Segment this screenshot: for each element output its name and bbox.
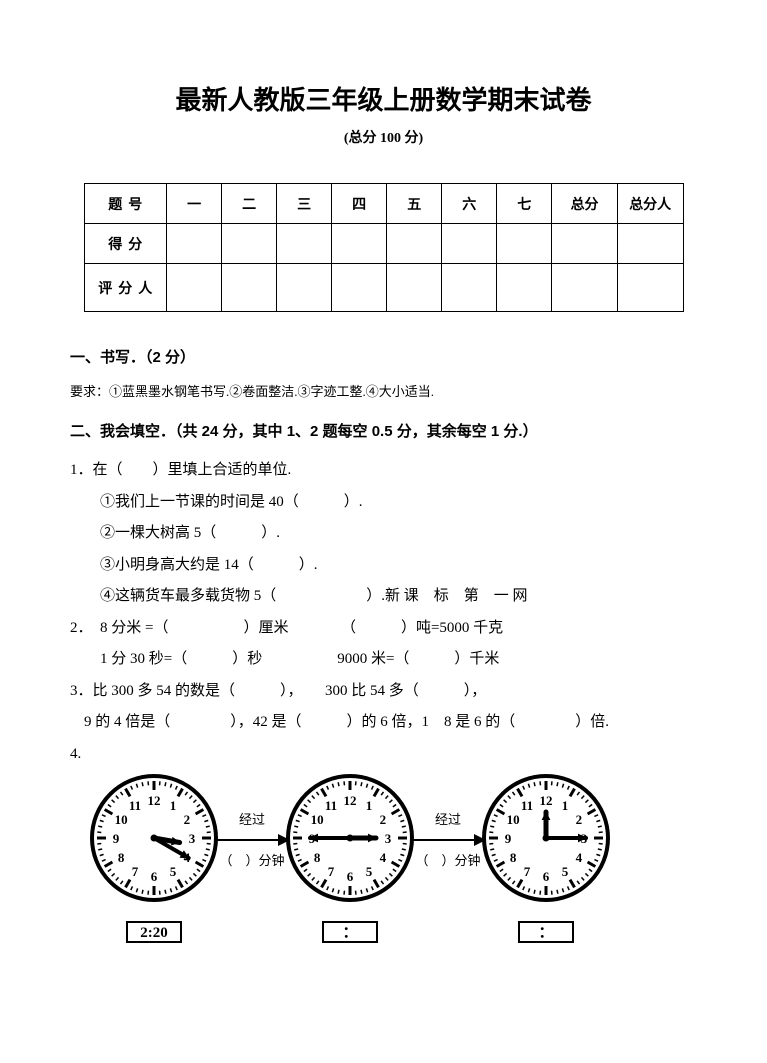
q2-a: 2． 8 分米 =（ ）厘米 （ ）吨=5000 千克 (70, 613, 697, 645)
arrow-label: 经过 (239, 806, 265, 833)
col-head: 七 (497, 184, 552, 224)
clock-1: 121234567891011 2:20 (90, 774, 218, 943)
svg-text:1: 1 (366, 798, 373, 813)
arrow-blank: （ ）分钟 (219, 847, 284, 874)
row-label: 评分人 (84, 264, 167, 312)
q2-b: 1 分 30 秒=（ ）秒 9000 米=（ ）千米 (70, 644, 697, 676)
section-2-head: 二、我会填空．（共 24 分，其中 1、2 题每空 0.5 分，其余每空 1 分… (70, 420, 697, 441)
arrow-between: 经过 （ ）分钟 (212, 806, 292, 875)
col-head: 二 (222, 184, 277, 224)
svg-text:8: 8 (118, 850, 125, 865)
svg-text:6: 6 (543, 869, 550, 884)
score-cell (332, 264, 387, 312)
svg-text:9: 9 (505, 831, 512, 846)
svg-text:10: 10 (115, 812, 128, 827)
row-label: 题号 (84, 184, 167, 224)
arrow-between: 经过 （ ）分钟 (408, 806, 488, 875)
svg-text:5: 5 (366, 864, 373, 879)
score-cell (442, 264, 497, 312)
clock-time-box: ： (518, 921, 574, 943)
svg-text:8: 8 (510, 850, 517, 865)
q3-b: 9 的 4 倍是（ ），42 是（ ）的 6 倍，1 8 是 6 的（ ）倍. (70, 707, 697, 739)
section-1-req: 要求：①蓝黑墨水钢笔书写.②卷面整洁.③字迹工整.④大小适当. (70, 381, 697, 400)
svg-text:12: 12 (540, 793, 553, 808)
q1-b: ②一棵大树高 5（ ）. (70, 518, 697, 550)
question-4: 4. 121234567891011 2:20 经过 （ ）分钟 1212345… (70, 739, 697, 943)
col-head: 六 (442, 184, 497, 224)
clock-time-box: 2:20 (126, 921, 182, 943)
score-cell (222, 264, 277, 312)
q3-a: 3．比 300 多 54 的数是（ ）， 300 比 54 多（ ）， (70, 676, 697, 708)
score-cell (167, 264, 222, 312)
clock-3: 121234567891011 ： (482, 774, 610, 943)
svg-text:5: 5 (562, 864, 569, 879)
clock-face-icon: 121234567891011 (482, 774, 610, 915)
svg-text:7: 7 (132, 864, 139, 879)
clock-2: 121234567891011 ： (286, 774, 414, 943)
svg-text:11: 11 (129, 798, 141, 813)
svg-text:4: 4 (380, 850, 387, 865)
q1-a: ①我们上一节课的时间是 40（ ）. (70, 487, 697, 519)
q1-c: ③小明身高大约是 14（ ）. (70, 550, 697, 582)
question-2: 2． 8 分米 =（ ）厘米 （ ）吨=5000 千克 1 分 30 秒=（ ）… (70, 613, 697, 676)
svg-text:12: 12 (344, 793, 357, 808)
score-cell (552, 224, 618, 264)
svg-text:2: 2 (576, 812, 583, 827)
score-cell (387, 264, 442, 312)
exam-title: 最新人教版三年级上册数学期末试卷 (70, 80, 697, 117)
section-1-head: 一、书写．（2 分） (70, 346, 697, 367)
col-head: 四 (332, 184, 387, 224)
row-label: 得分 (84, 224, 167, 264)
col-head: 三 (277, 184, 332, 224)
svg-text:3: 3 (385, 831, 392, 846)
score-table: 题号 一 二 三 四 五 六 七 总分 总分人 得分 评分人 (84, 183, 684, 312)
exam-subtitle: (总分 100 分) (70, 127, 697, 147)
score-cell (277, 224, 332, 264)
svg-text:10: 10 (311, 812, 324, 827)
svg-text:1: 1 (562, 798, 569, 813)
svg-text:11: 11 (521, 798, 533, 813)
score-cell (332, 224, 387, 264)
svg-text:12: 12 (148, 793, 161, 808)
score-cell (442, 224, 497, 264)
svg-text:11: 11 (325, 798, 337, 813)
clock-face-icon: 121234567891011 (90, 774, 218, 915)
q4-label: 4. (70, 739, 697, 771)
svg-text:10: 10 (507, 812, 520, 827)
svg-text:9: 9 (113, 831, 120, 846)
svg-text:5: 5 (170, 864, 177, 879)
svg-text:6: 6 (347, 869, 354, 884)
arrow-label: 经过 (435, 806, 461, 833)
svg-text:6: 6 (151, 869, 158, 884)
clock-time-box: ： (322, 921, 378, 943)
question-3: 3．比 300 多 54 的数是（ ）， 300 比 54 多（ ）， 9 的 … (70, 676, 697, 739)
score-cell (167, 224, 222, 264)
clock-face-icon: 121234567891011 (286, 774, 414, 915)
svg-text:1: 1 (170, 798, 177, 813)
col-head: 总分人 (617, 184, 683, 224)
svg-text:8: 8 (314, 850, 321, 865)
svg-text:4: 4 (576, 850, 583, 865)
score-cell (617, 264, 683, 312)
col-head: 总分 (552, 184, 618, 224)
score-cell (222, 224, 277, 264)
svg-text:2: 2 (380, 812, 387, 827)
q1-stem: 1．在（ ）里填上合适的单位. (70, 455, 697, 487)
svg-text:2: 2 (184, 812, 191, 827)
svg-text:3: 3 (189, 831, 196, 846)
score-cell (497, 264, 552, 312)
arrow-blank: （ ）分钟 (415, 847, 480, 874)
col-head: 五 (387, 184, 442, 224)
col-head: 一 (167, 184, 222, 224)
svg-text:7: 7 (328, 864, 335, 879)
score-cell (277, 264, 332, 312)
score-cell (497, 224, 552, 264)
score-cell (387, 224, 442, 264)
q1-d: ④这辆货车最多载货物 5（ ）.新 课 标 第 一 网 (70, 581, 697, 613)
question-1: 1．在（ ）里填上合适的单位. ①我们上一节课的时间是 40（ ）. ②一棵大树… (70, 455, 697, 613)
score-cell (617, 224, 683, 264)
score-cell (552, 264, 618, 312)
svg-text:7: 7 (524, 864, 531, 879)
